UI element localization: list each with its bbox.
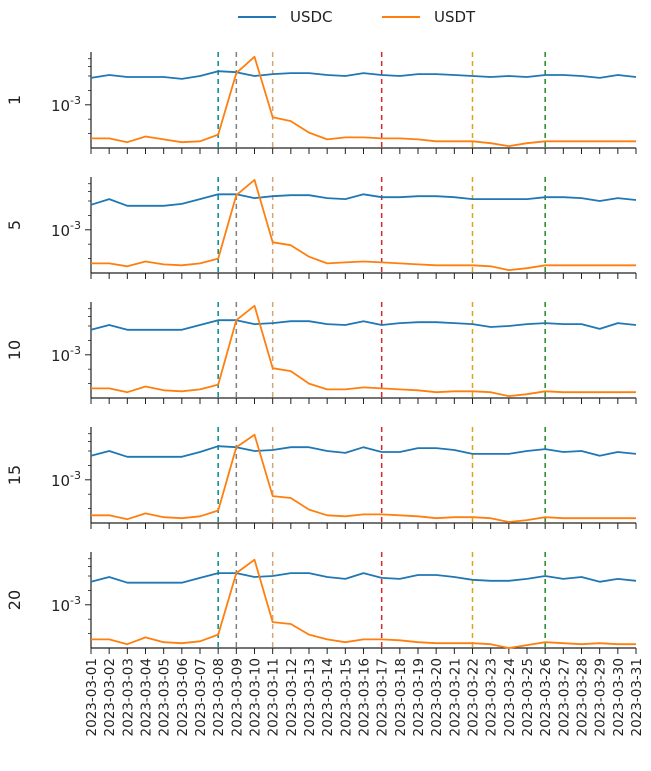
- legend-item-usdt: USDT: [382, 8, 475, 26]
- x-tick-label: 2023-03-31: [629, 658, 645, 736]
- x-tick-label: 2023-03-26: [538, 658, 554, 736]
- panel-ylabel: 20: [5, 590, 24, 610]
- x-tick-label: 2023-03-03: [120, 658, 136, 736]
- y-tick-label: 10-3: [51, 469, 81, 490]
- x-tick-label: 2023-03-27: [556, 658, 572, 736]
- panel-5: 10-3 5: [5, 177, 637, 279]
- panel-ylabel: 5: [5, 220, 24, 230]
- series-line-usdc: [90, 70, 637, 80]
- y-tick-label: 10-3: [51, 594, 81, 615]
- x-tick-label: 2023-03-11: [266, 658, 282, 736]
- series-line-usdt: [91, 558, 636, 649]
- x-tick-label: 2023-03-05: [157, 658, 173, 736]
- x-tick-label: 2023-03-24: [502, 658, 518, 736]
- series-line-usdc: [90, 193, 637, 207]
- x-tick-label: 2023-03-28: [575, 658, 591, 736]
- panel-1: 10-3 1: [5, 52, 637, 154]
- legend-swatch-usdc: [238, 16, 276, 18]
- x-tick-label: 2023-03-10: [248, 658, 264, 736]
- series-line-usdc: [90, 445, 637, 458]
- x-tick-label: 2023-03-04: [139, 658, 155, 736]
- x-tick-label: 2023-03-30: [611, 658, 627, 736]
- legend-item-usdc: USDC: [238, 8, 333, 26]
- x-tick-label: 2023-03-01: [84, 658, 100, 736]
- x-tick-label: 2023-03-06: [175, 658, 191, 736]
- series-line-usdt: [91, 178, 636, 272]
- x-tick-label: 2023-03-08: [211, 658, 227, 736]
- panel-10: 10-3 10: [5, 302, 637, 404]
- series-line-usdt: [91, 433, 636, 523]
- series-line-usdt: [91, 304, 636, 398]
- panel-ylabel: 1: [5, 95, 24, 105]
- x-tick-label: 2023-03-21: [447, 658, 463, 736]
- x-tick-label: 2023-03-02: [102, 658, 118, 736]
- x-tick-label: 2023-03-19: [411, 658, 427, 736]
- x-tick-label: 2023-03-20: [429, 658, 445, 736]
- x-tick-label: 2023-03-15: [338, 658, 354, 736]
- x-tick-label: 2023-03-14: [320, 658, 336, 736]
- x-tick-label: 2023-03-23: [484, 658, 500, 736]
- y-tick-label: 10-3: [51, 94, 81, 115]
- series-line-usdt: [91, 55, 636, 148]
- y-tick-label: 10-3: [51, 344, 81, 365]
- legend-label-usdt: USDT: [434, 8, 476, 26]
- panel-ylabel: 10: [5, 340, 24, 360]
- x-tick-label: 2023-03-22: [466, 658, 482, 736]
- panel-15: 10-3 15: [5, 427, 637, 529]
- x-tick-label: 2023-03-09: [229, 658, 245, 736]
- x-tick-label: 2023-03-07: [193, 658, 209, 736]
- x-tick-label: 2023-03-12: [284, 658, 300, 736]
- x-tick-label: 2023-03-29: [593, 658, 609, 736]
- x-tick-label: 2023-03-16: [357, 658, 373, 736]
- y-tick-label: 10-3: [51, 219, 81, 240]
- legend-swatch-usdt: [382, 16, 420, 18]
- x-tick-label: 2023-03-13: [302, 658, 318, 736]
- legend: USDC USDT: [0, 0, 651, 36]
- legend-label-usdc: USDC: [290, 8, 333, 26]
- series-line-usdc: [90, 572, 637, 584]
- x-tick-label: 2023-03-25: [520, 658, 536, 736]
- x-tick-label: 2023-03-17: [375, 658, 391, 736]
- x-tick-label: 2023-03-18: [393, 658, 409, 736]
- series-line-usdc: [90, 319, 637, 331]
- panel-ylabel: 15: [5, 465, 24, 485]
